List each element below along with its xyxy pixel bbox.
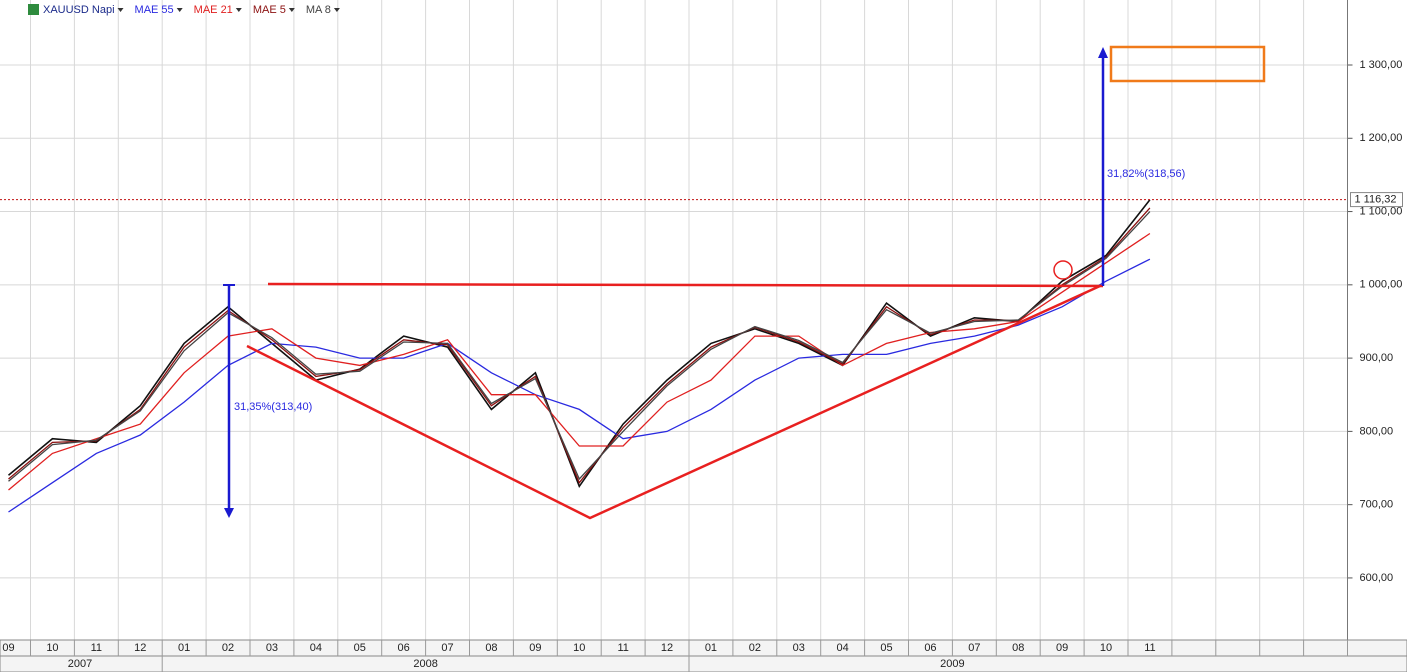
series-line	[8, 232, 1151, 491]
year-label: 2009	[940, 658, 964, 670]
y-tick-label: 900,00	[1360, 352, 1394, 364]
x-tick-label: 07	[968, 642, 980, 654]
grid	[0, 0, 1348, 640]
x-tick-label: 09	[2, 642, 14, 654]
x-tick-label: 09	[529, 642, 541, 654]
x-tick-label: 12	[134, 642, 146, 654]
x-tick-label: 03	[266, 642, 278, 654]
last-price-label: 1 116,32	[1355, 193, 1397, 205]
y-tick-label: 800,00	[1360, 425, 1394, 437]
series-line	[8, 258, 1151, 513]
x-tick-label: 11	[1144, 642, 1155, 654]
year-label: 2008	[413, 658, 437, 670]
legend-dropdown	[235, 8, 242, 12]
y-tick-label: 600,00	[1360, 572, 1394, 584]
x-tick-label: 08	[485, 642, 497, 654]
x-tick-label: 09	[1056, 642, 1068, 654]
legend-icon	[28, 4, 39, 15]
arrow-head	[1098, 47, 1108, 58]
x-tick-label: 04	[837, 642, 849, 654]
x-tick-label: 08	[1012, 642, 1024, 654]
y-tick-label: 1 100,00	[1360, 205, 1403, 217]
x-tick-label: 02	[749, 642, 761, 654]
x-tick-label: 10	[573, 642, 585, 654]
legend-entry: MAE 5	[253, 4, 286, 16]
y-tick-label: 1 000,00	[1360, 279, 1403, 291]
legend-dropdown	[288, 8, 295, 12]
y-tick-label: 1 300,00	[1360, 59, 1403, 71]
annotation: 31,35%(313,40)	[234, 401, 312, 413]
x-tick-label: 06	[398, 642, 410, 654]
legend-entry: MAE 21	[194, 4, 233, 16]
x-tick-label: 07	[441, 642, 453, 654]
neckline	[267, 282, 1104, 288]
x-tick-label: 06	[924, 642, 936, 654]
legend: XAUUSD Napi MAE 55 MAE 21 MAE 5 MA 8	[28, 4, 340, 16]
annotation: 31,82%(318,56)	[1107, 168, 1185, 180]
x-tick-label: 01	[178, 642, 190, 654]
x-tick-label: 02	[222, 642, 234, 654]
x-tick-label: 12	[661, 642, 673, 654]
y-tick-label: 700,00	[1360, 499, 1394, 511]
x-tick-label: 11	[617, 642, 628, 654]
x-tick-label: 10	[1100, 642, 1112, 654]
legend-dropdown	[117, 8, 124, 12]
legend-dropdown	[176, 8, 183, 12]
arrow-head	[224, 508, 234, 518]
series-lines	[0, 199, 1348, 513]
x-tick-label: 04	[310, 642, 322, 654]
legend-dropdown	[333, 8, 340, 12]
legend-entry: MAE 55	[135, 4, 174, 16]
last-price-box	[1350, 192, 1403, 208]
y-tick-label: 1 200,00	[1360, 132, 1403, 144]
drawings	[223, 45, 1266, 520]
year-label: 2007	[68, 658, 92, 670]
x-tick-label: 05	[354, 642, 366, 654]
target-box	[1109, 45, 1266, 83]
legend-entry: XAUUSD Napi	[43, 4, 115, 16]
x-tick-label: 03	[793, 642, 805, 654]
series-line	[7, 199, 1151, 488]
pattern-line	[246, 284, 1101, 520]
series-line	[8, 211, 1151, 482]
x-tick-label: 10	[46, 642, 58, 654]
x-tick-label: 11	[91, 642, 102, 654]
x-tick-label: 01	[705, 642, 717, 654]
x-tick-label: 05	[880, 642, 892, 654]
legend-entry: MA 8	[306, 4, 331, 16]
circle-mark	[1053, 260, 1073, 280]
